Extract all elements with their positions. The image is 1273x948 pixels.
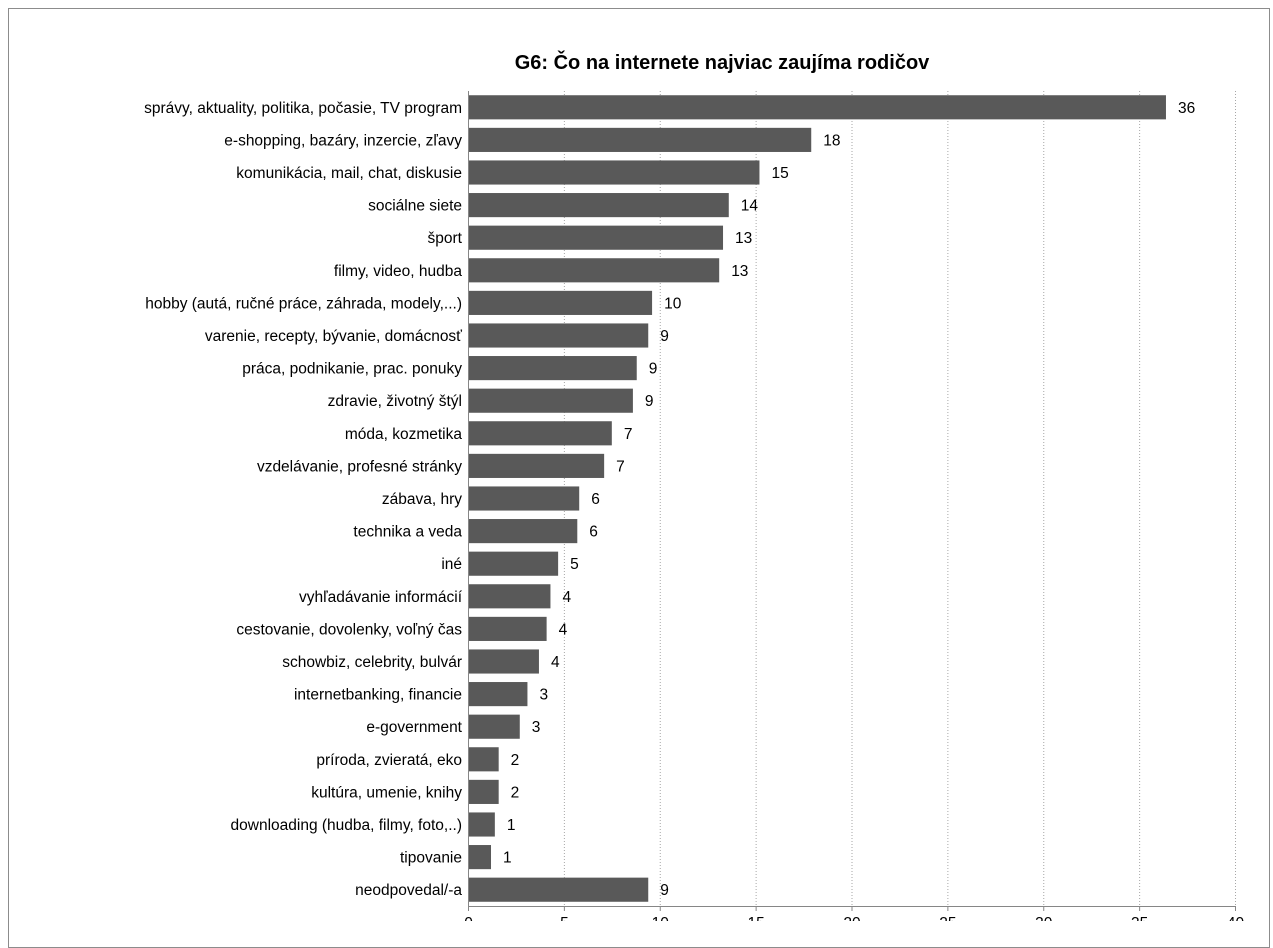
bar — [468, 127, 812, 152]
bar — [468, 682, 528, 707]
bar — [468, 160, 760, 185]
category-label: správy, aktuality, politika, počasie, TV… — [144, 100, 462, 117]
value-label: 36 — [1178, 100, 1195, 117]
category-label: hobby (autá, ručné práce, záhrada, model… — [145, 295, 462, 312]
value-label: 7 — [616, 458, 625, 475]
category-label: zdravie, životný štýl — [328, 393, 462, 410]
value-label: 18 — [823, 132, 840, 149]
category-label: vzdelávanie, profesné stránky — [257, 458, 462, 475]
bar — [468, 812, 495, 837]
bar — [468, 845, 492, 870]
value-label: 3 — [532, 719, 541, 736]
bar — [468, 486, 580, 511]
category-label: neodpovedal/-a — [355, 882, 462, 899]
value-label: 9 — [660, 882, 669, 899]
category-label: tipovanie — [400, 850, 462, 867]
bar-chart: G6: Čo na internete najviac zaujíma rodi… — [144, 50, 1244, 921]
category-label: technika a veda — [353, 524, 462, 541]
bar — [468, 193, 729, 218]
x-tick-label: 25 — [939, 915, 956, 921]
value-label: 14 — [741, 198, 759, 215]
value-label: 10 — [664, 295, 682, 312]
bar — [468, 356, 637, 381]
category-label: downloading (hudba, filmy, foto,..) — [231, 817, 462, 834]
bar — [468, 714, 520, 739]
value-label: 1 — [507, 817, 516, 834]
value-label: 9 — [649, 361, 658, 378]
bar — [468, 616, 547, 641]
x-tick-label: 10 — [652, 915, 670, 921]
x-tick-label: 30 — [1035, 915, 1053, 921]
bar — [468, 453, 605, 478]
value-label: 13 — [735, 230, 752, 247]
x-tick-label: 0 — [464, 915, 473, 921]
category-label: e-government — [366, 719, 462, 736]
bar — [468, 877, 649, 902]
value-label: 6 — [591, 491, 600, 508]
x-tick-label: 20 — [843, 915, 861, 921]
category-label: internetbanking, financie — [294, 687, 462, 704]
bar — [468, 649, 539, 674]
category-label: vyhľadávanie informácií — [299, 589, 463, 606]
value-label: 5 — [570, 556, 579, 573]
value-label: 9 — [660, 328, 669, 345]
value-label: 1 — [503, 850, 512, 867]
category-label: práca, podnikanie, prac. ponuky — [242, 361, 462, 378]
bar — [468, 290, 653, 315]
value-label: 13 — [731, 263, 748, 280]
bar — [468, 258, 720, 283]
category-label: kultúra, umenie, knihy — [311, 784, 462, 801]
category-label: šport — [428, 230, 463, 247]
x-tick-label: 5 — [560, 915, 569, 921]
category-label: iné — [441, 556, 462, 573]
category-label: schowbiz, celebrity, bulvár — [282, 654, 462, 671]
value-label: 2 — [511, 784, 520, 801]
category-label: varenie, recepty, bývanie, domácnosť — [205, 328, 462, 345]
bar — [468, 323, 649, 348]
value-label: 7 — [624, 426, 633, 443]
category-label: móda, kozmetika — [345, 426, 463, 443]
category-labels: správy, aktuality, politika, počasie, TV… — [144, 100, 463, 899]
value-label: 4 — [562, 589, 571, 606]
x-tick-label: 35 — [1131, 915, 1148, 921]
bar — [468, 95, 1166, 120]
category-label: filmy, video, hudba — [334, 263, 462, 280]
bar — [468, 421, 612, 446]
bar — [468, 225, 724, 250]
chart-title: G6: Čo na internete najviac zaujíma rodi… — [515, 50, 930, 74]
value-label: 15 — [771, 165, 788, 182]
value-label: 4 — [559, 621, 568, 638]
category-label: cestovanie, dovolenky, voľný čas — [236, 621, 462, 638]
category-label: príroda, zvieratá, eko — [316, 752, 462, 769]
value-label: 3 — [539, 687, 548, 704]
value-label: 6 — [589, 524, 598, 541]
category-label: zábava, hry — [382, 491, 462, 508]
bar — [468, 747, 499, 772]
bar — [468, 779, 499, 804]
value-label: 4 — [551, 654, 560, 671]
bars-group — [468, 95, 1166, 902]
x-tick-label: 40 — [1227, 915, 1245, 921]
category-label: komunikácia, mail, chat, diskusie — [236, 165, 462, 182]
bar — [468, 388, 633, 413]
value-label: 2 — [511, 752, 520, 769]
bar — [468, 584, 551, 609]
x-axis: 0510152025303540 — [464, 91, 1244, 921]
value-label: 9 — [645, 393, 654, 410]
x-tick-label: 15 — [748, 915, 765, 921]
category-label: sociálne siete — [368, 198, 462, 215]
bar — [468, 519, 578, 544]
category-label: e-shopping, bazáry, inzercie, zľavy — [224, 132, 462, 149]
bar — [468, 551, 559, 576]
